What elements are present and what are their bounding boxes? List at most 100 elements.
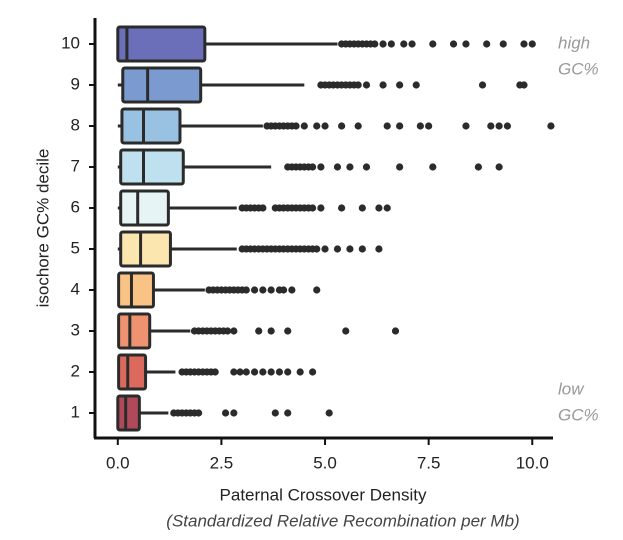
outlier: [358, 204, 366, 212]
outlier: [313, 245, 321, 253]
x-tick-label: 2.5: [210, 453, 234, 472]
outlier: [338, 122, 346, 130]
x-tick-label: 0.0: [106, 453, 130, 472]
outlier: [325, 409, 333, 417]
y-tick-label: 3: [71, 320, 80, 339]
outlier: [429, 163, 437, 171]
outlier: [474, 163, 482, 171]
outlier: [309, 368, 317, 376]
y-tick-label: 5: [71, 238, 80, 257]
outlier: [391, 327, 400, 335]
outlier: [346, 245, 354, 253]
outlier: [483, 40, 491, 48]
y-tick-label: 1: [71, 402, 80, 421]
outlier: [309, 163, 317, 171]
outlier: [321, 245, 329, 253]
outlier: [462, 40, 470, 48]
x-axis-label: Paternal Crossover Density: [220, 485, 427, 504]
outlier: [528, 40, 536, 48]
outlier: [230, 327, 238, 335]
box: [119, 230, 172, 268]
outlier: [338, 204, 346, 212]
outlier: [387, 40, 395, 48]
y-tick-label: 9: [71, 74, 80, 93]
annotation: low: [558, 379, 585, 398]
box: [117, 271, 155, 309]
box: [119, 189, 170, 227]
outlier: [242, 286, 250, 294]
box: [117, 353, 148, 391]
outlier: [408, 40, 416, 48]
y-axis-label: isochore GC% decile: [33, 149, 52, 308]
outlier: [300, 122, 308, 130]
outlier: [313, 286, 321, 294]
outlier: [195, 409, 203, 417]
x-tick-label: 10.0: [516, 453, 549, 472]
outlier: [267, 286, 275, 294]
outlier: [362, 81, 371, 89]
outlier: [333, 163, 342, 171]
outlier: [271, 409, 279, 417]
box: [120, 107, 182, 145]
outlier: [362, 163, 371, 171]
outlier: [412, 81, 420, 89]
outlier: [416, 122, 424, 130]
outlier: [354, 81, 362, 89]
outlier: [429, 40, 437, 48]
y-tick-label: 4: [71, 279, 80, 298]
outlier: [279, 286, 288, 294]
outlier: [396, 81, 404, 89]
outlier: [236, 368, 244, 376]
outlier: [288, 286, 296, 294]
outlier: [396, 122, 404, 130]
outlier: [379, 40, 387, 48]
outlier: [495, 122, 503, 130]
outlier: [487, 122, 495, 130]
outlier: [547, 122, 555, 130]
outlier: [284, 327, 292, 335]
outlier: [230, 409, 238, 417]
outlier: [284, 368, 292, 376]
outlier: [379, 81, 387, 89]
outlier: [259, 286, 267, 294]
box: [116, 394, 141, 432]
outlier: [400, 40, 408, 48]
outlier: [383, 122, 391, 130]
box: [117, 312, 152, 350]
outlier: [462, 122, 470, 130]
outlier: [250, 286, 259, 294]
y-tick-label: 10: [61, 33, 80, 52]
outlier: [275, 368, 284, 376]
outlier: [309, 204, 317, 212]
outlier: [230, 368, 238, 376]
outlier: [242, 368, 250, 376]
outlier: [383, 204, 391, 212]
annotation: high: [558, 33, 590, 52]
outlier: [317, 204, 325, 212]
outlier: [250, 368, 259, 376]
outlier: [211, 368, 219, 376]
outlier: [342, 327, 350, 335]
y-tick-label: 8: [71, 115, 80, 134]
y-tick-label: 2: [71, 361, 80, 380]
outlier: [296, 368, 304, 376]
outlier: [321, 122, 329, 130]
y-tick-label: 7: [71, 156, 80, 175]
outlier: [317, 163, 325, 171]
outlier: [375, 245, 383, 253]
outlier: [267, 327, 275, 335]
outlier: [221, 409, 230, 417]
x-tick-label: 5.0: [313, 453, 337, 472]
box: [121, 66, 203, 104]
annotation: GC%: [558, 405, 599, 424]
x-tick-label: 7.5: [417, 453, 441, 472]
x-axis-sublabel: (Standardized Relative Recombination per…: [166, 511, 519, 530]
outlier: [313, 122, 321, 130]
outlier: [520, 81, 528, 89]
outlier: [255, 327, 263, 335]
outlier: [358, 245, 366, 253]
outlier: [224, 327, 232, 335]
outlier: [503, 122, 512, 130]
outlier: [354, 122, 362, 130]
